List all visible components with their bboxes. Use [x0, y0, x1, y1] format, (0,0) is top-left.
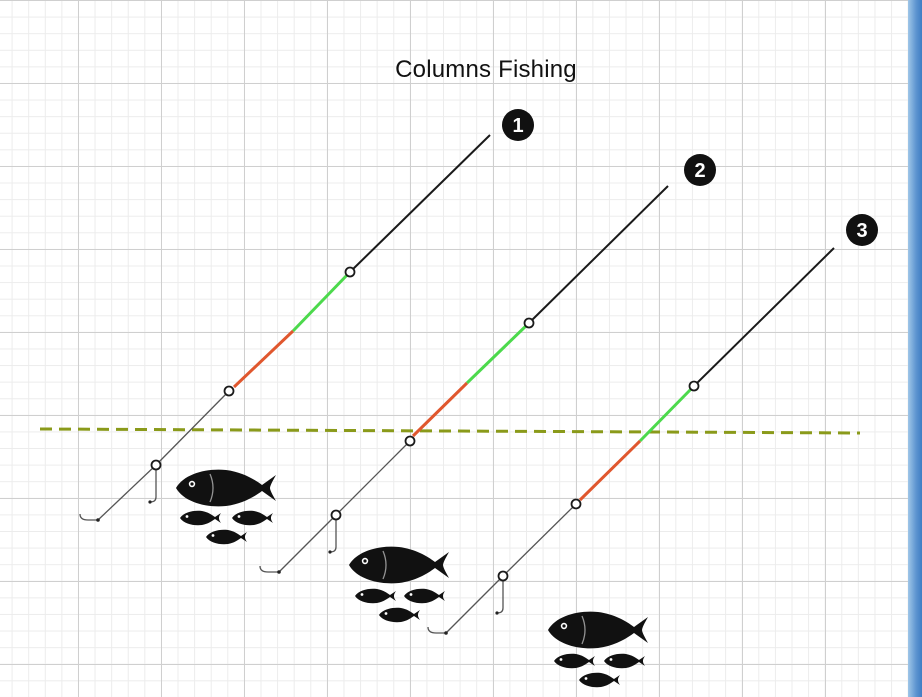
swivel-ring-2: [330, 509, 342, 521]
fish-large-3: [547, 610, 649, 650]
float-orange-1: [232, 329, 295, 389]
fish-small-1c: [206, 529, 247, 545]
rig-1: 1: [79, 109, 534, 545]
leader-line-1: [155, 391, 229, 466]
float-ring-1: [223, 385, 235, 397]
rod-tip-1: [349, 134, 491, 273]
badge-3: 3: [846, 214, 878, 246]
hook-bottom-3: [427, 626, 446, 634]
float-ring-2: [404, 435, 416, 447]
water-surface-line: [39, 427, 861, 435]
badge-number-3: 3: [856, 220, 867, 242]
window-edge-strip: [908, 0, 922, 697]
float-green-1: [291, 270, 352, 333]
fish-small-3a: [554, 653, 595, 669]
swivel-ring-1: [150, 459, 162, 471]
fish-small-2a: [355, 588, 396, 604]
leader-line-2: [335, 440, 411, 516]
rod-ring-3: [688, 380, 700, 392]
rod-tip-3: [693, 247, 835, 387]
leader-lower-1: [97, 464, 157, 521]
leader-lower-3: [445, 575, 504, 634]
diagram-title: Columns Fishing: [395, 56, 577, 83]
float-ring-3: [570, 498, 582, 510]
rod-tip-2: [528, 185, 669, 324]
fish-small-1a: [180, 510, 221, 526]
hook-bottom-2: [259, 565, 279, 573]
badge-2: 2: [684, 154, 716, 186]
fish-small-1b: [232, 510, 273, 526]
fish-small-3b: [604, 653, 645, 669]
hook-bottom-1: [79, 513, 98, 521]
fish-large-1: [175, 468, 277, 508]
leader-line-3: [502, 504, 576, 577]
rig-3: 3: [427, 214, 878, 688]
badge-number-1: 1: [512, 115, 523, 137]
float-orange-3: [578, 439, 642, 502]
float-orange-2: [411, 381, 469, 438]
fish-large-2: [348, 545, 450, 585]
rod-ring-1: [344, 266, 356, 278]
badge-number-2: 2: [694, 160, 705, 182]
leader-lower-2: [278, 514, 337, 573]
fish-small-2b: [404, 588, 445, 604]
float-green-3: [638, 384, 696, 443]
rod-ring-2: [523, 317, 535, 329]
float-green-2: [465, 321, 531, 385]
badge-1: 1: [502, 109, 534, 141]
fish-small-3c: [579, 672, 620, 688]
fish-small-2c: [379, 607, 420, 623]
swivel-ring-3: [497, 570, 509, 582]
rig-2: 2: [259, 154, 716, 623]
